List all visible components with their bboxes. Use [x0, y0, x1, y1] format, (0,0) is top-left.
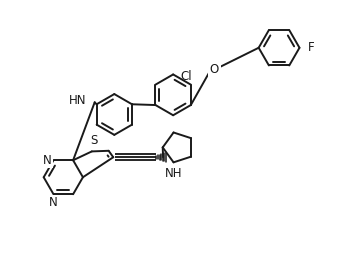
Text: Cl: Cl	[180, 70, 192, 83]
Text: N: N	[49, 196, 58, 209]
Text: O: O	[210, 63, 219, 76]
Text: HN: HN	[70, 94, 87, 107]
Text: NH: NH	[165, 167, 182, 180]
Text: S: S	[90, 134, 97, 147]
Text: N: N	[43, 154, 51, 167]
Text: F: F	[308, 41, 315, 54]
